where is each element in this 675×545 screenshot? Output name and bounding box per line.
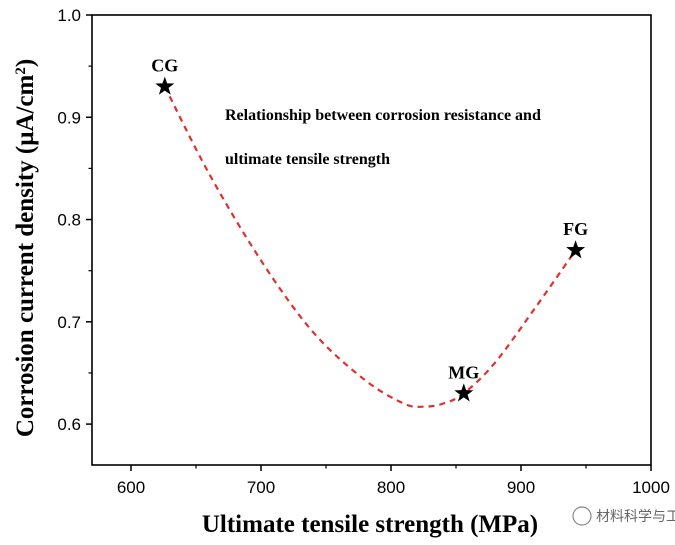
point-label-mg: MG [448, 362, 479, 382]
star-marker-fg [566, 240, 586, 259]
x-tick-label: 800 [377, 478, 405, 497]
annotation-line-1: Relationship between corrosion resistanc… [225, 107, 541, 124]
x-tick-label: 900 [507, 478, 535, 497]
x-tick-label: 600 [117, 478, 145, 497]
y-tick-label: 1.0 [57, 6, 81, 25]
points: CG MG FG [151, 56, 588, 402]
y-tick-label: 0.6 [57, 415, 81, 434]
star-marker-mg [454, 383, 474, 402]
fit-curve [163, 86, 577, 409]
watermark-text: 材料科学与工程 [596, 509, 675, 525]
annotation-line-2: ultimate tensile strength [225, 151, 390, 168]
y-tick-label: 0.7 [57, 313, 81, 332]
wechat-icon [572, 506, 592, 526]
y-axis-title-sup: 2 [13, 67, 29, 75]
plot-area-frame [91, 14, 652, 466]
x-tick-label: 1000 [632, 478, 670, 497]
point-label-fg: FG [563, 219, 588, 239]
watermark: 材料科学与工程 [572, 506, 675, 526]
star-marker-cg [155, 76, 175, 95]
point-label-cg: CG [151, 56, 178, 76]
ticks: 600 700 800 900 1000 0.6 0.7 0.8 0.9 1.0 [57, 6, 670, 497]
y-tick-label: 0.9 [57, 108, 81, 127]
y-axis-title-close: ) [12, 59, 39, 67]
x-axis-title: Ultimate tensile strength (MPa) [202, 511, 538, 538]
y-axis-title-text: Corrosion current density (μA/cm [12, 74, 39, 437]
y-axis-title: Corrosion current density (μA/cm2) [12, 59, 39, 437]
x-tick-label: 700 [247, 478, 275, 497]
y-tick-label: 0.8 [57, 211, 81, 230]
